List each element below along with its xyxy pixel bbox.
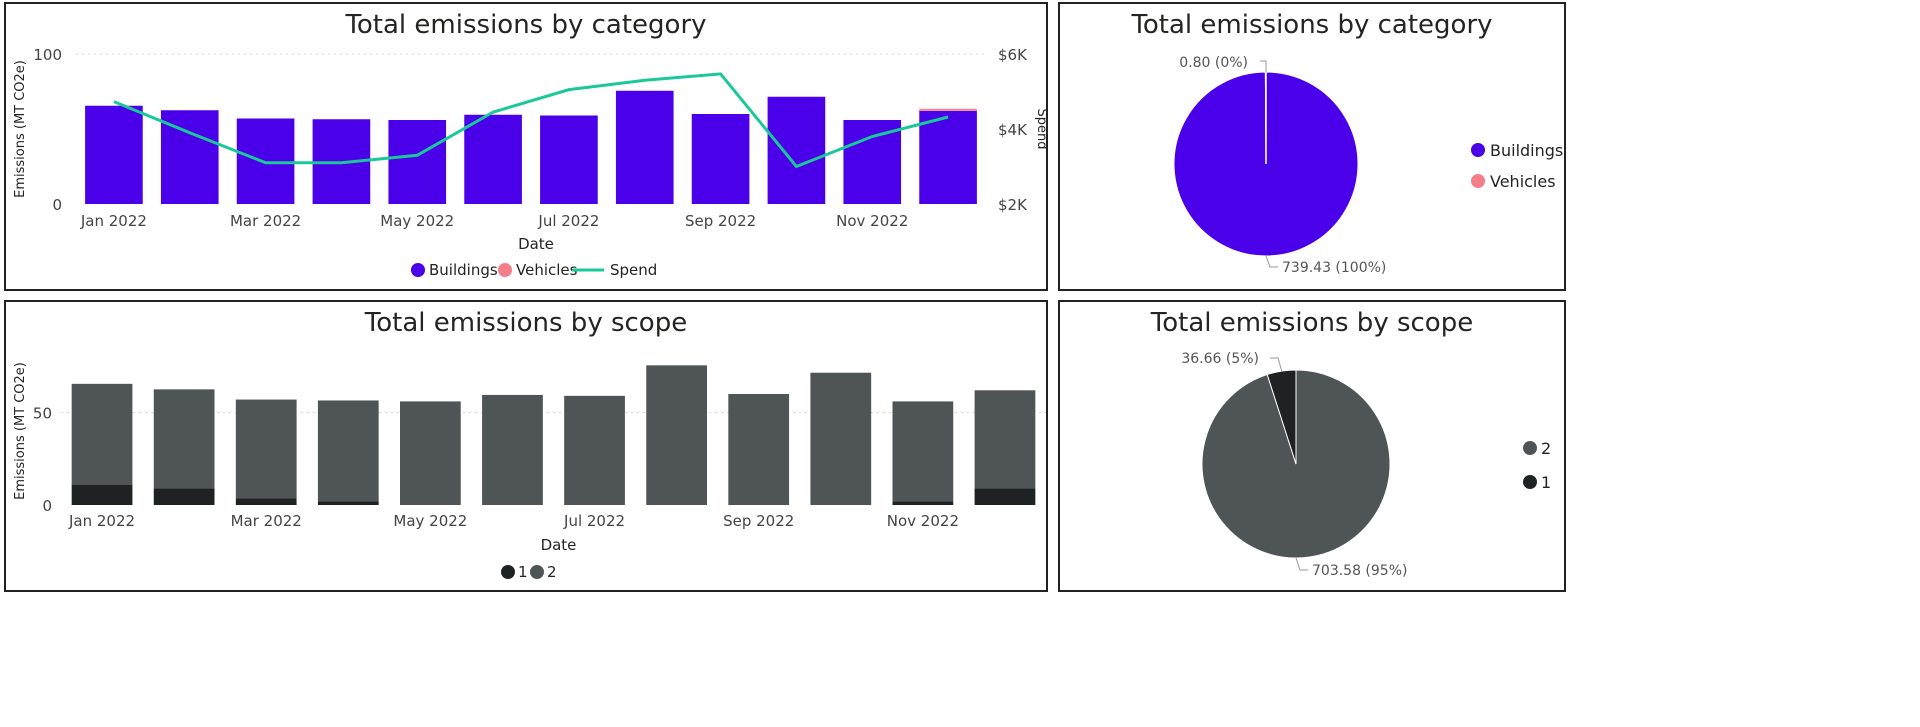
bar-buildings (85, 105, 143, 204)
leader-line (1265, 255, 1278, 268)
y-tick-label: 100 (33, 46, 62, 64)
y-axis-label: Emissions (MT CO2e) (13, 362, 28, 500)
category-combo-title: Total emissions by category (345, 10, 707, 40)
data-label-scope-1: 36.66 (5%) (1181, 351, 1259, 367)
leader-line (1260, 60, 1267, 72)
bar-scope-2 (892, 401, 954, 502)
x-tick-label: Mar 2022 (231, 512, 302, 530)
bar-scope-2 (974, 390, 1036, 489)
legend-label-buildings: Buildings (1490, 141, 1563, 160)
bar-buildings (843, 120, 902, 204)
x-tick-label: Jan 2022 (80, 212, 147, 230)
legend-label-scope-2: 2 (547, 563, 557, 581)
x-axis-label: Date (518, 235, 554, 253)
bar-vehicles (919, 108, 977, 111)
scope-pie-panel: Total emissions by scope 36.66 (5%) 703.5… (1058, 300, 1566, 592)
bar-buildings (767, 96, 826, 204)
legend-label-scope-1: 1 (518, 563, 528, 581)
category-pie-panel: Total emissions by category 0.80 (0%) 739… (1058, 2, 1566, 291)
bar-buildings (919, 111, 977, 204)
legend-label-vehicles: Vehicles (516, 261, 578, 279)
bar-scope-1 (892, 501, 954, 505)
x-tick-label: May 2022 (393, 512, 467, 530)
bar-scope-2 (564, 395, 625, 505)
bar-scope-2 (646, 365, 707, 505)
legend-marker-buildings (1471, 143, 1485, 157)
x-tick-label: Sep 2022 (685, 212, 756, 230)
legend-marker-vehicles (1471, 174, 1485, 188)
bar-scope-2 (810, 372, 872, 505)
legend-marker-scope-1 (1523, 475, 1537, 489)
bar-buildings (464, 114, 522, 204)
bar-scope-2 (153, 389, 215, 489)
data-label-vehicles: 0.80 (0%) (1179, 55, 1248, 71)
legend-marker-scope-1 (501, 565, 515, 579)
x-tick-label: Jul 2022 (563, 512, 625, 530)
bar-scope-1 (71, 484, 133, 505)
bar-scope-2 (400, 401, 461, 505)
bar-scope-2 (235, 399, 297, 499)
bar-scope-2 (728, 394, 790, 505)
x-tick-label: Nov 2022 (887, 512, 959, 530)
y-axis-label: Emissions (MT CO2e) (13, 60, 28, 198)
x-tick-label: Jul 2022 (537, 212, 599, 230)
spend-line (113, 72, 949, 169)
leader-line (1270, 357, 1283, 373)
legend-label-spend: Spend (610, 261, 657, 279)
bar-scope-1 (317, 501, 379, 505)
x-tick-label: Sep 2022 (723, 512, 794, 530)
y2-tick-label: $2K (998, 196, 1028, 214)
y-tick-label: 0 (42, 497, 52, 515)
x-tick-label: Jan 2022 (68, 512, 135, 530)
legend-marker-scope-2 (530, 565, 544, 579)
legend-marker-scope-2 (1523, 441, 1537, 455)
legend-label-scope-1: 1 (1541, 473, 1551, 492)
x-tick-label: Nov 2022 (836, 212, 908, 230)
bar-buildings (388, 120, 447, 204)
y-tick-label: 50 (33, 405, 52, 423)
legend-marker-buildings (411, 263, 425, 277)
bar-scope-2 (71, 383, 133, 485)
x-axis-label: Date (541, 536, 577, 554)
y-tick-label: 0 (52, 196, 62, 214)
y2-axis-label: Spend (1034, 109, 1046, 150)
legend-label-scope-2: 2 (1541, 439, 1551, 458)
bar-buildings (540, 115, 598, 204)
category-pie-chart: 0.80 (0%) 739.43 (100%) Buildings Vehicles (1173, 55, 1563, 276)
bar-buildings (615, 90, 674, 204)
data-label-buildings: 739.43 (100%) (1282, 260, 1386, 276)
bar-scope-1 (974, 488, 1036, 505)
data-label-scope-2: 703.58 (95%) (1312, 563, 1407, 579)
y2-tick-label: $4K (998, 121, 1028, 139)
legend-label-buildings: Buildings (429, 261, 498, 279)
bar-scope-2 (317, 400, 379, 502)
legend-marker-vehicles (498, 263, 512, 277)
scope-pie-chart: 36.66 (5%) 703.58 (95%) 2 1 (1181, 351, 1551, 579)
bar-scope-1 (153, 488, 215, 505)
leader-line (1295, 557, 1308, 571)
y2-tick-label: $6K (998, 46, 1028, 64)
category-pie-title: Total emissions by category (1131, 10, 1493, 40)
legend-label-vehicles: Vehicles (1490, 172, 1556, 191)
x-tick-label: Mar 2022 (230, 212, 301, 230)
x-tick-label: May 2022 (380, 212, 454, 230)
scope-bar-title: Total emissions by scope (364, 308, 688, 338)
scope-bar-chart: 50 0 Emissions (MT CO2e) Jan 2022 Mar 2022 Ma… (13, 362, 1046, 581)
bar-scope-2 (482, 394, 543, 505)
category-combo-panel: Total emissions by category 100 0 $2K $4K $6… (4, 2, 1048, 291)
category-combo-chart: 100 0 $2K $4K $6K Emissions (MT CO2e) Spend Jan… (13, 46, 1046, 279)
scope-pie-title: Total emissions by scope (1150, 308, 1474, 338)
bar-scope-1 (235, 498, 297, 505)
scope-bar-panel: Total emissions by scope 50 0 Emissions (M… (4, 300, 1048, 592)
bar-buildings (691, 114, 750, 204)
